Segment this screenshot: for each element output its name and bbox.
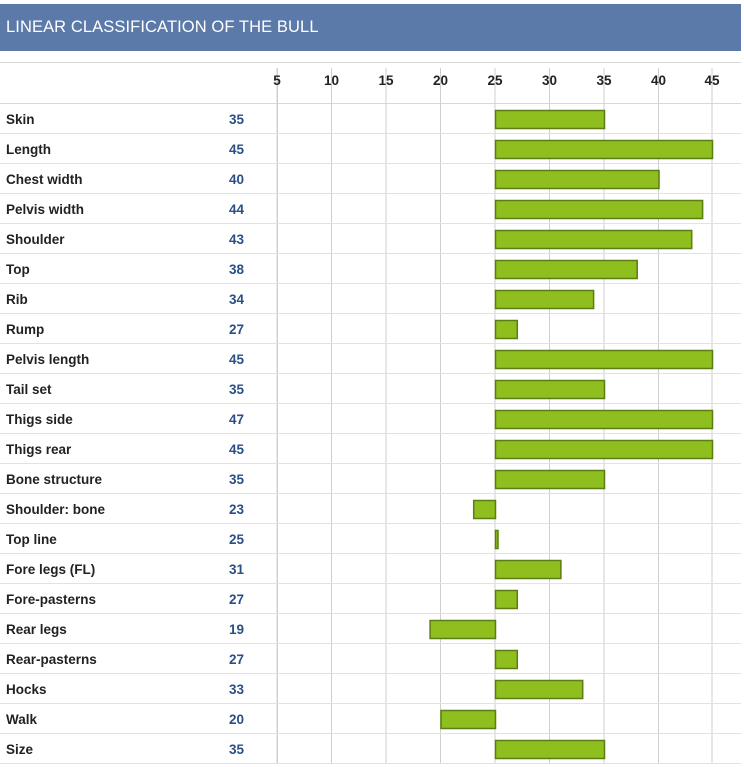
tick-label: 30 <box>542 73 557 88</box>
tick-label: 10 <box>324 73 339 88</box>
row-label: Rear legs <box>6 622 67 637</box>
row-label: Chest width <box>6 172 83 187</box>
data-rows: Skin 35 Length 45 Chest width 40 Pelvis width 4… <box>6 112 244 757</box>
row-value: 33 <box>229 682 245 697</box>
tick-label: 45 <box>704 73 720 88</box>
row-label: Walk <box>6 712 37 727</box>
row-value: 47 <box>229 412 244 427</box>
row-label: Rump <box>6 322 44 337</box>
row-value: 38 <box>229 262 245 277</box>
row-value: 23 <box>229 502 245 517</box>
bar <box>494 409 714 430</box>
row-label: Fore-pasterns <box>6 592 96 607</box>
row-label: Thigs rear <box>6 442 72 457</box>
row-label: Pelvis width <box>6 202 84 217</box>
bar <box>472 499 497 520</box>
chart-title: LINEAR CLASSIFICATION OF THE BULL <box>6 18 319 36</box>
row-label: Thigs side <box>6 412 73 427</box>
row-value: 35 <box>229 742 245 757</box>
bar <box>494 679 584 700</box>
row-value: 19 <box>229 622 244 637</box>
tick-label: 20 <box>433 73 448 88</box>
bar <box>494 589 519 610</box>
row-value: 35 <box>229 382 245 397</box>
bar <box>494 649 519 670</box>
bar <box>494 439 714 460</box>
row-label: Bone structure <box>6 472 103 487</box>
row-value: 45 <box>229 442 245 457</box>
tick-label: 15 <box>378 73 394 88</box>
row-label: Pelvis length <box>6 352 89 367</box>
row-value: 34 <box>229 292 245 307</box>
row-value: 27 <box>229 322 244 337</box>
bar <box>494 319 519 340</box>
row-label: Skin <box>6 112 35 127</box>
bar <box>494 349 714 370</box>
tick-label: 5 <box>273 73 281 88</box>
tick-label: 35 <box>596 73 612 88</box>
bars <box>429 109 714 760</box>
row-label: Top <box>6 262 30 277</box>
bar <box>494 739 606 760</box>
row-label: Shoulder <box>6 232 65 247</box>
row-label: Fore legs (FL) <box>6 562 95 577</box>
row-label: Shoulder: bone <box>6 502 105 517</box>
row-value: 35 <box>229 472 245 487</box>
row-value: 25 <box>229 532 245 547</box>
bar <box>494 469 606 490</box>
bar <box>429 619 497 640</box>
row-label: Rear-pasterns <box>6 652 97 667</box>
row-label: Top line <box>6 532 57 547</box>
bar <box>494 559 562 580</box>
bar <box>494 169 660 190</box>
bar <box>494 529 499 550</box>
bar <box>494 289 595 310</box>
bar <box>494 199 704 220</box>
row-label: Tail set <box>6 382 52 397</box>
tick-label: 25 <box>487 73 503 88</box>
row-value: 31 <box>229 562 245 577</box>
bar <box>494 259 638 280</box>
tick-label: 40 <box>651 73 666 88</box>
bar <box>494 229 693 250</box>
row-value: 44 <box>229 202 245 217</box>
row-value: 40 <box>229 172 244 187</box>
bar <box>494 139 714 160</box>
bar <box>494 109 606 130</box>
row-value: 20 <box>229 712 244 727</box>
row-label: Hocks <box>6 682 47 697</box>
row-value: 27 <box>229 592 244 607</box>
tick-labels: 5 10 15 20 25 30 35 40 45 <box>273 73 720 88</box>
row-value: 27 <box>229 652 244 667</box>
row-value: 45 <box>229 352 245 367</box>
row-label: Size <box>6 742 34 757</box>
row-value: 45 <box>229 142 245 157</box>
bar <box>440 709 497 730</box>
chart-header: LINEAR CLASSIFICATION OF THE BULL <box>0 4 741 51</box>
row-value: 35 <box>229 112 245 127</box>
bar <box>494 379 606 400</box>
row-label: Length <box>6 142 51 157</box>
row-value: 43 <box>229 232 245 247</box>
row-label: Rib <box>6 292 28 307</box>
